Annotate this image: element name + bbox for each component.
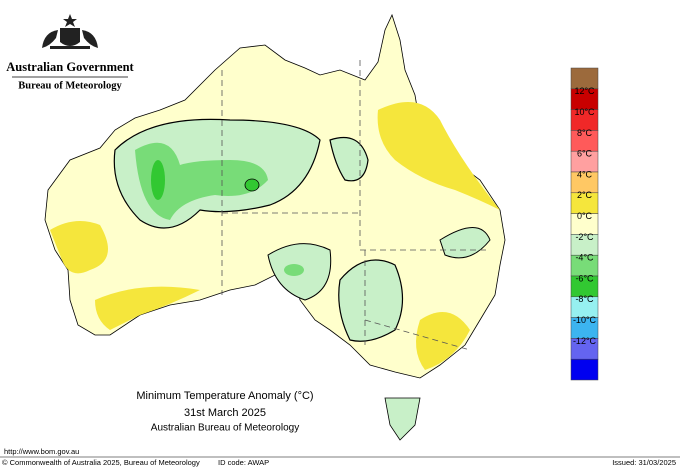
anomaly-cool: [135, 142, 268, 220]
legend-label: 10°C: [574, 107, 595, 117]
anomaly-cold: [151, 160, 165, 200]
government-name: Australian Government: [6, 60, 134, 74]
legend-label: 0°C: [577, 211, 593, 221]
footer-copyright: © Commonwealth of Australia 2025, Bureau…: [2, 458, 200, 467]
legend: 12°C 10°C 8°C 6°C 4°C 2°C 0°C -2°C -4°C -6°C -8°C -…: [570, 67, 599, 381]
footer-id: ID code: AWAP: [218, 458, 269, 467]
legend-label: 6°C: [577, 149, 593, 159]
map-title: Minimum Temperature Anomaly (°C): [136, 390, 313, 402]
legend-label: -2°C: [575, 232, 594, 242]
anomaly-warm: [50, 221, 108, 274]
anomaly-cool: [338, 259, 404, 342]
anomaly-cold: [244, 178, 260, 192]
legend-label: -4°C: [575, 253, 594, 263]
map-source: Australian Bureau of Meteorology: [151, 423, 299, 434]
anomaly-warm: [416, 312, 470, 370]
legend-label: -10°C: [573, 315, 597, 325]
legend-label: -6°C: [575, 273, 594, 283]
australia-map: [44, 13, 506, 441]
anomaly-cool: [329, 136, 369, 182]
legend-swatch: [570, 358, 599, 381]
agency-name: Bureau of Meteorology: [18, 80, 122, 91]
legend-label: 8°C: [577, 128, 593, 138]
legend-label: 4°C: [577, 169, 593, 179]
legend-label: -12°C: [573, 336, 597, 346]
legend-label: 2°C: [577, 190, 593, 200]
legend-label: -8°C: [575, 294, 594, 304]
anomaly-warm: [377, 102, 500, 210]
map-date: 31st March 2025: [184, 407, 266, 419]
anomaly-warm: [95, 286, 200, 330]
footer-url: http://www.bom.gov.au: [4, 447, 79, 456]
tasmania: [384, 397, 421, 441]
anomaly-cool: [284, 264, 304, 276]
state-border: [364, 319, 471, 351]
coat-of-arms: [42, 14, 98, 49]
legend-label: 12°C: [574, 86, 595, 96]
footer-issued: Issued: 31/03/2025: [612, 458, 676, 467]
